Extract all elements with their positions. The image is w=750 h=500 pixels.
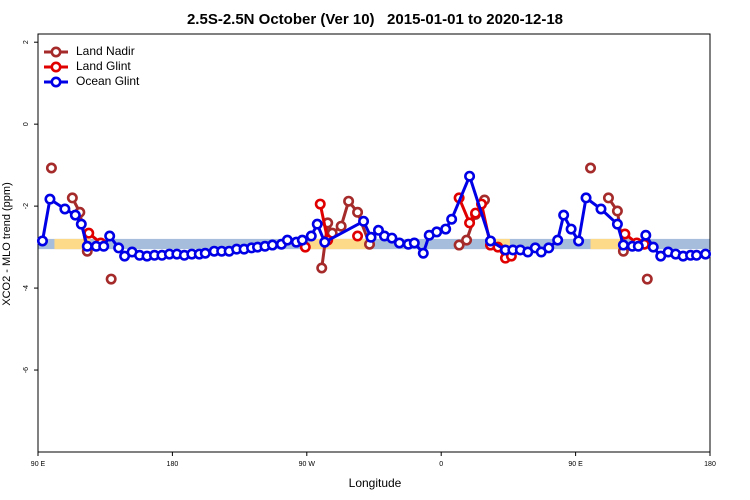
data-point bbox=[343, 195, 355, 207]
data-point bbox=[44, 193, 56, 205]
data-point bbox=[580, 192, 592, 204]
data-point bbox=[335, 220, 347, 232]
data-point bbox=[199, 247, 211, 259]
data-point bbox=[440, 223, 452, 235]
data-point bbox=[98, 240, 110, 252]
data-point bbox=[69, 209, 81, 221]
legend-marker bbox=[50, 76, 62, 88]
data-point bbox=[640, 229, 652, 241]
y-axis-label: XCO2 - MLO trend (ppm) bbox=[1, 182, 13, 305]
data-point bbox=[66, 192, 78, 204]
data-point bbox=[611, 218, 623, 230]
y-tick-label: -2 bbox=[23, 203, 30, 209]
x-tick-label: 180 bbox=[704, 461, 716, 468]
data-point bbox=[319, 236, 331, 248]
data-point bbox=[113, 242, 125, 254]
data-point bbox=[104, 230, 116, 242]
data-point bbox=[453, 239, 465, 251]
x-tick-label: 90 E bbox=[31, 461, 46, 468]
data-point bbox=[281, 234, 293, 246]
legend-label: Land Glint bbox=[76, 59, 131, 73]
data-point bbox=[464, 170, 476, 182]
data-point bbox=[352, 206, 364, 218]
x-tick-label: 0 bbox=[439, 461, 443, 468]
data-point bbox=[461, 234, 473, 246]
series-line bbox=[318, 203, 330, 241]
legend-label: Ocean Glint bbox=[76, 74, 140, 88]
data-point bbox=[314, 198, 326, 210]
y-tick-label: -6 bbox=[23, 367, 30, 373]
band-highlight bbox=[54, 238, 91, 250]
data-point bbox=[573, 235, 585, 247]
y-tick-label: 2 bbox=[23, 40, 30, 44]
band-highlight bbox=[590, 238, 621, 250]
data-point bbox=[311, 218, 323, 230]
legend-label: Land Nadir bbox=[76, 44, 135, 58]
data-point bbox=[464, 217, 476, 229]
data-point bbox=[393, 237, 405, 249]
data-point bbox=[417, 247, 429, 259]
data-point bbox=[266, 239, 278, 251]
x-tick-label: 180 bbox=[167, 461, 179, 468]
data-point bbox=[617, 239, 629, 251]
data-point bbox=[585, 162, 597, 174]
band-highlight bbox=[309, 238, 370, 250]
data-point bbox=[632, 240, 644, 252]
data-point bbox=[641, 273, 653, 285]
data-point bbox=[365, 231, 377, 243]
data-point bbox=[558, 209, 570, 221]
data-point bbox=[647, 241, 659, 253]
data-point bbox=[565, 223, 577, 235]
data-point bbox=[45, 162, 57, 174]
data-point bbox=[386, 232, 398, 244]
chart-title: 2.5S-2.5N October (Ver 10) 2015-01-01 to… bbox=[187, 11, 563, 28]
data-point bbox=[552, 234, 564, 246]
data-point bbox=[316, 262, 328, 274]
data-point bbox=[470, 207, 482, 219]
data-point bbox=[305, 230, 317, 242]
x-axis-label: Longitude bbox=[349, 476, 402, 490]
data-point bbox=[408, 237, 420, 249]
data-point bbox=[484, 235, 496, 247]
data-point bbox=[75, 218, 87, 230]
data-point bbox=[691, 249, 703, 261]
y-tick-label: 0 bbox=[23, 122, 30, 126]
data-point bbox=[352, 230, 364, 242]
data-point bbox=[611, 205, 623, 217]
legend-marker bbox=[50, 46, 62, 58]
data-point bbox=[446, 213, 458, 225]
data-point bbox=[81, 240, 93, 252]
y-tick-label: -4 bbox=[23, 285, 30, 291]
legend-marker bbox=[50, 61, 62, 73]
x-tick-label: 90 E bbox=[568, 461, 583, 468]
data-point bbox=[431, 226, 443, 238]
data-point bbox=[543, 242, 555, 254]
data-point bbox=[700, 248, 712, 260]
data-point bbox=[105, 273, 117, 285]
data-point bbox=[296, 234, 308, 246]
data-point bbox=[36, 235, 48, 247]
data-point bbox=[595, 203, 607, 215]
x-tick-label: 90 W bbox=[299, 461, 316, 468]
data-point bbox=[602, 192, 614, 204]
data-point bbox=[59, 203, 71, 215]
data-point bbox=[358, 215, 370, 227]
